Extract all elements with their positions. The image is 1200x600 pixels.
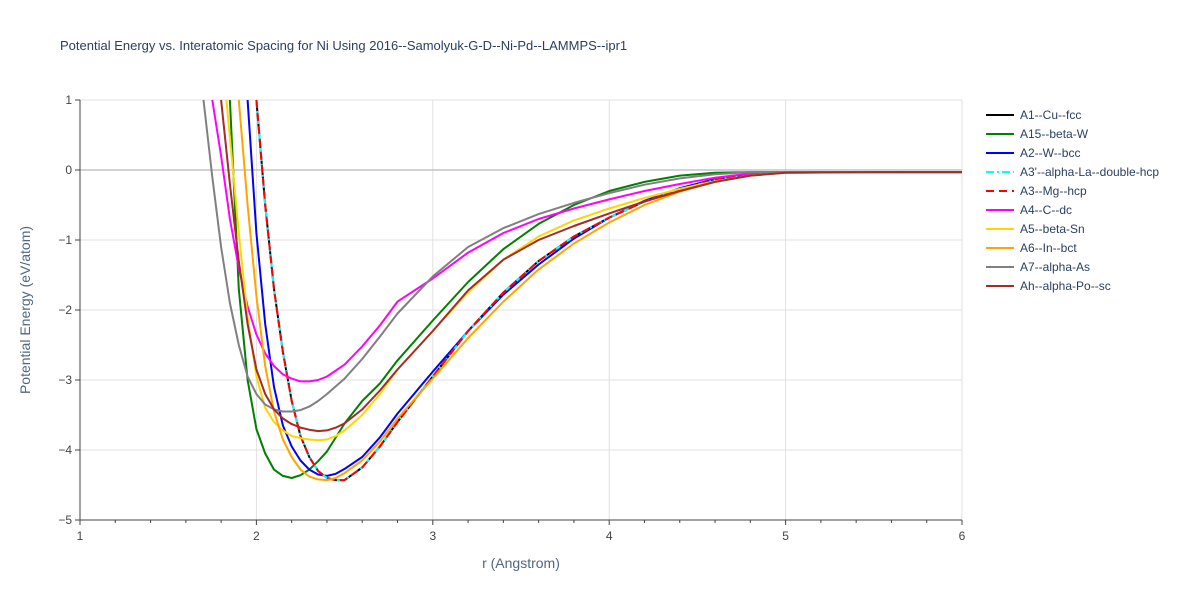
x-axis-ticks: 1 2 3 4 5 6 (77, 520, 966, 543)
series-line-7 (237, 99, 962, 482)
x-axis-label: r (Angstrom) (482, 555, 560, 571)
legend: A1--Cu--fcc A15--beta-W A2--W--bcc A3'--alp… (986, 108, 1159, 293)
y-tick-label: −4 (58, 443, 72, 457)
y-tick-label: −3 (58, 373, 72, 387)
legend-label: A4--C--dc (1020, 203, 1072, 217)
series-lines (202, 99, 962, 482)
legend-label: A3--Mg--hcp (1020, 184, 1087, 198)
chart-title: Potential Energy vs. Interatomic Spacing… (60, 38, 627, 53)
y-tick-label: 1 (65, 93, 72, 107)
x-tick-label: 4 (606, 529, 613, 543)
series-line-8 (202, 99, 962, 413)
series-line-6 (225, 99, 962, 442)
legend-label: A7--alpha-As (1020, 260, 1090, 274)
x-tick-label: 1 (77, 529, 84, 543)
y-axis-label: Potential Energy (eV/atom) (17, 226, 33, 394)
y-tick-label: 0 (65, 163, 72, 177)
x-tick-label: 6 (959, 529, 966, 543)
legend-label: A6--In--bct (1020, 241, 1077, 255)
grid (80, 99, 963, 520)
legend-label: A15--beta-W (1020, 127, 1089, 141)
y-axis-ticks: 1 0 −1 −2 −3 −4 −5 (58, 93, 80, 527)
y-tick-label: −1 (58, 233, 72, 247)
x-tick-label: 2 (253, 529, 260, 543)
legend-label: A5--beta-Sn (1020, 222, 1085, 236)
x-tick-label: 5 (782, 529, 789, 543)
legend-label: A2--W--bcc (1020, 146, 1080, 160)
series-line-5 (211, 99, 962, 383)
legend-label: Ah--alpha-Po--sc (1020, 279, 1111, 293)
series-line-9 (220, 99, 962, 433)
series-line-2 (246, 99, 962, 477)
x-tick-label: 3 (429, 529, 436, 543)
legend-label: A1--Cu--fcc (1020, 108, 1081, 122)
y-tick-label: −2 (58, 303, 72, 317)
legend-label: A3'--alpha-La--double-hcp (1020, 165, 1159, 179)
y-tick-label: −5 (58, 513, 72, 527)
series-line-1 (228, 99, 962, 479)
